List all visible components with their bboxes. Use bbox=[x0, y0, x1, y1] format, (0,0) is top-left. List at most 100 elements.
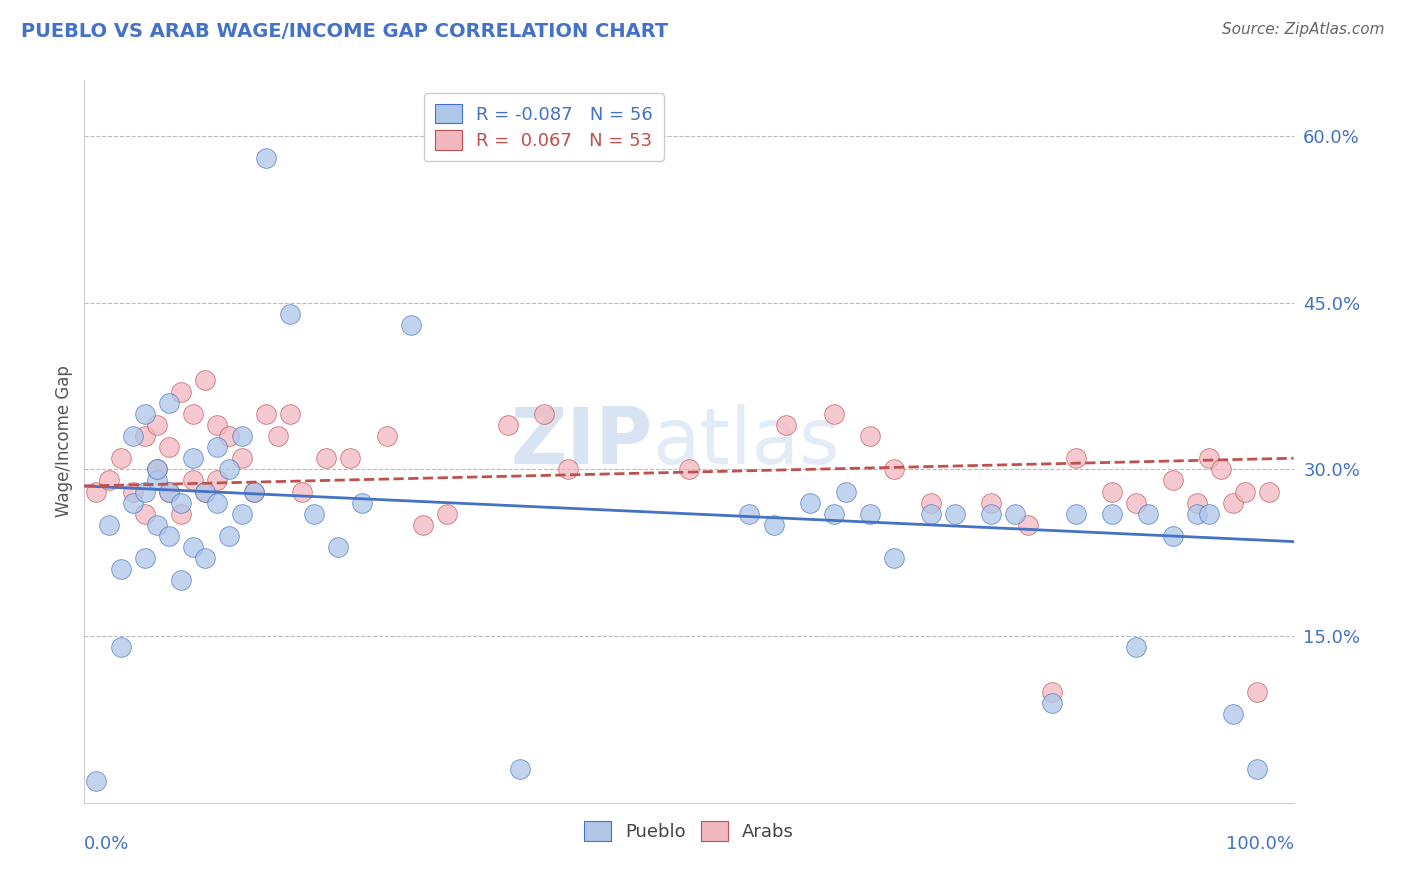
Point bbox=[1040, 684, 1063, 698]
Point bbox=[678, 462, 700, 476]
Point bbox=[1198, 451, 1220, 466]
Point bbox=[170, 384, 193, 399]
Point bbox=[86, 773, 108, 788]
Point bbox=[1246, 684, 1268, 698]
Text: 0.0%: 0.0% bbox=[84, 835, 129, 854]
Point bbox=[436, 507, 458, 521]
Point bbox=[1198, 507, 1220, 521]
Point bbox=[97, 517, 120, 532]
Point bbox=[134, 551, 156, 566]
Point bbox=[496, 417, 519, 432]
Point bbox=[242, 484, 264, 499]
Point bbox=[883, 462, 905, 476]
Point bbox=[1185, 496, 1208, 510]
Point bbox=[328, 540, 350, 554]
Point bbox=[980, 496, 1002, 510]
Point bbox=[157, 529, 180, 543]
Point bbox=[157, 484, 180, 499]
Point bbox=[110, 640, 132, 655]
Point bbox=[302, 507, 325, 521]
Point bbox=[738, 507, 761, 521]
Point bbox=[1234, 484, 1257, 499]
Point bbox=[231, 429, 253, 443]
Point bbox=[859, 507, 882, 521]
Point bbox=[1246, 763, 1268, 777]
Point bbox=[181, 474, 204, 488]
Point bbox=[157, 440, 180, 454]
Point bbox=[775, 417, 797, 432]
Point bbox=[943, 507, 966, 521]
Point bbox=[218, 529, 240, 543]
Point bbox=[1209, 462, 1232, 476]
Point bbox=[231, 451, 253, 466]
Text: atlas: atlas bbox=[652, 403, 841, 480]
Point bbox=[762, 517, 785, 532]
Point bbox=[146, 462, 169, 476]
Point bbox=[121, 429, 143, 443]
Point bbox=[146, 517, 169, 532]
Point bbox=[1258, 484, 1281, 499]
Point bbox=[1222, 706, 1244, 721]
Point bbox=[121, 496, 143, 510]
Point bbox=[339, 451, 361, 466]
Point bbox=[1064, 451, 1087, 466]
Point bbox=[146, 417, 169, 432]
Point bbox=[291, 484, 314, 499]
Point bbox=[509, 763, 531, 777]
Point bbox=[157, 395, 180, 409]
Point bbox=[170, 507, 193, 521]
Point bbox=[110, 562, 132, 576]
Point bbox=[97, 474, 120, 488]
Point bbox=[557, 462, 579, 476]
Point bbox=[278, 307, 301, 321]
Point bbox=[278, 407, 301, 421]
Point bbox=[181, 540, 204, 554]
Point bbox=[267, 429, 290, 443]
Point bbox=[1161, 529, 1184, 543]
Text: Source: ZipAtlas.com: Source: ZipAtlas.com bbox=[1222, 22, 1385, 37]
Point bbox=[859, 429, 882, 443]
Point bbox=[218, 429, 240, 443]
Point bbox=[146, 462, 169, 476]
Point bbox=[920, 496, 942, 510]
Point bbox=[920, 507, 942, 521]
Point bbox=[207, 474, 229, 488]
Point bbox=[110, 451, 132, 466]
Point bbox=[1101, 484, 1123, 499]
Y-axis label: Wage/Income Gap: Wage/Income Gap bbox=[55, 366, 73, 517]
Point bbox=[254, 151, 277, 165]
Point bbox=[86, 484, 108, 499]
Point bbox=[835, 484, 858, 499]
Point bbox=[157, 484, 180, 499]
Point bbox=[1004, 507, 1026, 521]
Point bbox=[1161, 474, 1184, 488]
Text: ZIP: ZIP bbox=[510, 403, 652, 480]
Point bbox=[134, 507, 156, 521]
Text: PUEBLO VS ARAB WAGE/INCOME GAP CORRELATION CHART: PUEBLO VS ARAB WAGE/INCOME GAP CORRELATI… bbox=[21, 22, 668, 41]
Point bbox=[121, 484, 143, 499]
Point bbox=[254, 407, 277, 421]
Point bbox=[181, 407, 204, 421]
Point bbox=[170, 496, 193, 510]
Point bbox=[146, 474, 169, 488]
Point bbox=[1185, 507, 1208, 521]
Point bbox=[134, 484, 156, 499]
Point bbox=[231, 507, 253, 521]
Legend: Pueblo, Arabs: Pueblo, Arabs bbox=[576, 814, 801, 848]
Point bbox=[181, 451, 204, 466]
Point bbox=[1125, 496, 1147, 510]
Point bbox=[194, 484, 217, 499]
Point bbox=[134, 429, 156, 443]
Point bbox=[207, 417, 229, 432]
Point bbox=[823, 507, 845, 521]
Point bbox=[194, 373, 217, 387]
Point bbox=[170, 574, 193, 588]
Point bbox=[242, 484, 264, 499]
Point bbox=[980, 507, 1002, 521]
Point bbox=[883, 551, 905, 566]
Point bbox=[194, 551, 217, 566]
Point bbox=[1137, 507, 1160, 521]
Point bbox=[1101, 507, 1123, 521]
Point bbox=[218, 462, 240, 476]
Point bbox=[1222, 496, 1244, 510]
